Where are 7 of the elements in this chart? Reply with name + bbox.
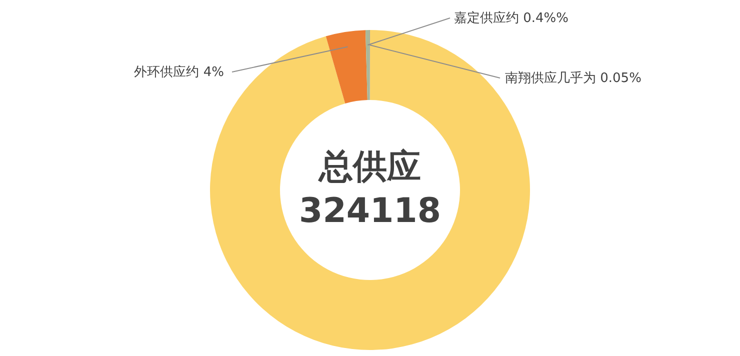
text: 总供应 — [317, 147, 421, 187]
slice-label: 嘉定供应约 0.4%% — [454, 10, 569, 26]
text: 324118 — [299, 191, 441, 231]
slice-label: 南翔供应几乎为 0.05% — [505, 70, 642, 86]
donut-slice — [365, 30, 370, 100]
slice-label: 外环供应约 4% — [134, 64, 224, 80]
donut-slice — [326, 30, 368, 104]
